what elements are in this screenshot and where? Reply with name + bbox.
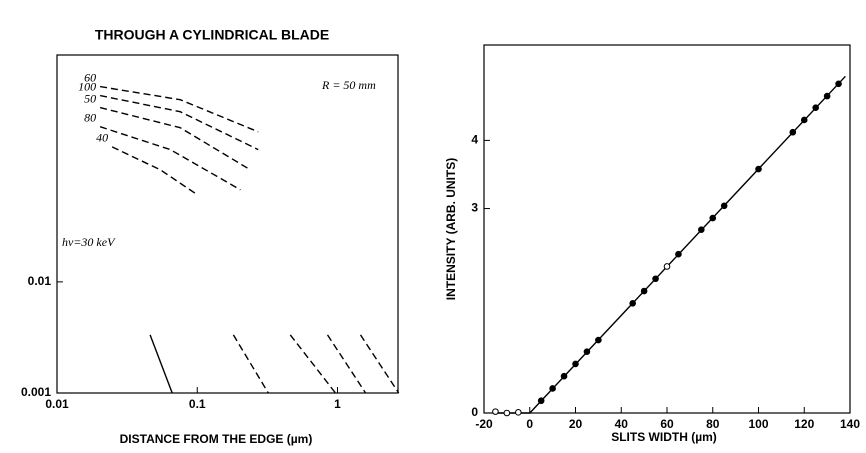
- data-point: [812, 104, 819, 111]
- annotation: R = 50 mm: [321, 78, 376, 92]
- x-tick-label: 80: [706, 417, 720, 431]
- data-point: [698, 226, 705, 233]
- data-point: [640, 287, 648, 295]
- data-point: [537, 397, 545, 405]
- x-tick-label: 60: [660, 417, 674, 431]
- y-tick-label: 0.01: [28, 274, 52, 288]
- data-point: [515, 409, 522, 416]
- chart-title: THROUGH A CYLINDRICAL BLADE: [95, 27, 329, 43]
- x-tick-label: 0.01: [45, 397, 69, 411]
- data-point: [720, 202, 728, 210]
- x-tick-label: -20: [475, 417, 493, 431]
- x-tick-label: 1: [334, 397, 341, 411]
- y-tick-label: 0: [471, 405, 478, 419]
- y-tick-label: 3: [471, 201, 478, 215]
- curve-label: 100: [78, 79, 96, 93]
- data-point: [663, 263, 671, 270]
- plot-frame: [483, 44, 851, 414]
- curve: [359, 334, 400, 394]
- data-point: [835, 80, 842, 88]
- x-tick-label: 120: [794, 417, 814, 431]
- data-point: [549, 385, 556, 392]
- x-tick-label: 140: [840, 417, 860, 431]
- curve: [99, 85, 259, 133]
- curve-label: 60: [84, 70, 96, 84]
- y-tick-label: 0.001: [21, 385, 51, 399]
- x-axis-label: DISTANCE FROM THE EDGE (µm): [120, 432, 313, 446]
- curve: [99, 106, 251, 171]
- data-point: [675, 250, 682, 258]
- data-point: [572, 360, 579, 368]
- curve-label: 80: [84, 110, 96, 124]
- data-point: [503, 409, 511, 417]
- x-tick-label: 100: [748, 417, 768, 431]
- data-point: [652, 275, 659, 283]
- curve: [232, 334, 269, 394]
- data-point: [595, 336, 602, 344]
- annotation: hν=30 keV: [62, 235, 116, 249]
- curve: [326, 334, 367, 394]
- curve: [111, 146, 198, 196]
- y-tick-label: 4: [471, 133, 478, 147]
- curve-label: 50: [84, 91, 96, 105]
- curve: [99, 94, 259, 151]
- curve: [99, 126, 241, 191]
- data-point: [755, 165, 762, 173]
- data-point: [709, 214, 717, 222]
- data-point: [583, 348, 591, 355]
- y-axis-label: INTENSITY (ARB. UNITS): [444, 158, 458, 300]
- data-point: [823, 92, 831, 100]
- x-tick-label: 0.1: [189, 397, 206, 411]
- x-tick-label: 20: [569, 417, 583, 431]
- plot-frame: [56, 54, 399, 394]
- data-point: [560, 372, 568, 380]
- x-tick-label: 0: [526, 417, 533, 431]
- data-point: [492, 408, 499, 415]
- x-tick-label: 40: [615, 417, 629, 431]
- data-point: [789, 128, 797, 136]
- curve: [149, 334, 173, 394]
- curve: [495, 75, 846, 414]
- data-point: [629, 299, 636, 307]
- x-axis-label: SLITS WIDTH (µm): [611, 430, 717, 444]
- data-point: [800, 116, 808, 124]
- curve: [289, 334, 337, 394]
- curve-label: 40: [96, 131, 108, 145]
